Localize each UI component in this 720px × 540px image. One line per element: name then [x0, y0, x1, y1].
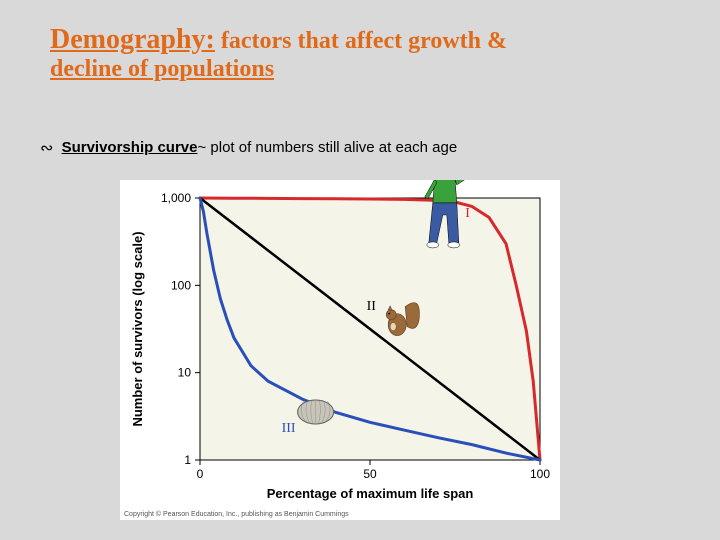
svg-text:III: III: [282, 421, 296, 436]
svg-text:100: 100: [530, 467, 550, 481]
svg-text:100: 100: [171, 278, 191, 292]
slide-title: Demography: factors that affect growth &…: [50, 24, 670, 83]
chart-copyright: Copyright © Pearson Education, Inc., pub…: [124, 511, 349, 518]
svg-text:II: II: [367, 299, 377, 314]
survivorship-chart: 1 10 100 1,000 0 50 100 Percentage of maximum l…: [120, 180, 560, 520]
svg-text:Number of survivors (log scale: Number of survivors (log scale): [130, 231, 145, 426]
svg-text:I: I: [465, 206, 470, 221]
bullet-term: Survivorship curve: [62, 139, 198, 156]
svg-text:0: 0: [197, 467, 204, 481]
bullet-definition: ~ plot of numbers still alive at each ag…: [197, 139, 457, 156]
bullet-glyph-icon: ∾: [40, 138, 53, 158]
bullet-item: ∾ Survivorship curve~ plot of numbers st…: [40, 138, 680, 158]
chart-svg: 1 10 100 1,000 0 50 100 Percentage of maximum l…: [120, 180, 560, 520]
title-rest: factors that affect growth &: [215, 28, 507, 54]
svg-text:50: 50: [363, 467, 377, 481]
svg-text:10: 10: [178, 366, 192, 380]
title-line2: decline of populations: [50, 56, 670, 83]
svg-text:1: 1: [184, 453, 191, 467]
svg-text:1,000: 1,000: [161, 191, 191, 205]
svg-text:Percentage of maximum life spa: Percentage of maximum life span: [267, 486, 474, 501]
title-main: Demography:: [50, 24, 215, 55]
